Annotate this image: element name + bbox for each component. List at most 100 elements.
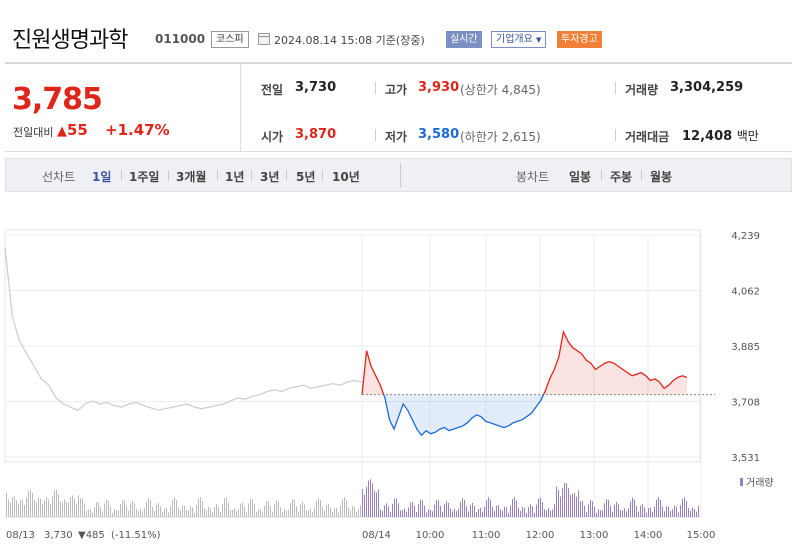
volume-bar — [116, 510, 117, 517]
volume-bar — [438, 500, 439, 517]
x-tick-label: 12:00 — [526, 530, 555, 541]
volume-bar — [418, 503, 419, 517]
down-area — [362, 394, 687, 436]
volume-bar — [582, 500, 583, 517]
volume-bar — [552, 509, 553, 517]
volume-bar — [336, 507, 337, 517]
volume-bar — [496, 505, 497, 517]
change-amount: 55 — [67, 121, 88, 139]
volume-bar — [604, 503, 605, 517]
volume-bar — [668, 506, 669, 517]
change-value: ▲55 — [57, 121, 88, 139]
volume-bar — [70, 497, 71, 517]
up-triangle-icon: ▲ — [57, 124, 67, 139]
tab-1y[interactable]: 1년 — [225, 170, 245, 184]
volume-bar — [430, 509, 431, 517]
volume-bar — [628, 508, 629, 517]
volume-bar — [206, 510, 207, 517]
volume-bar — [508, 512, 509, 517]
volume-bar — [352, 506, 353, 517]
amount-number: 12,408 — [682, 129, 733, 144]
tab-weekly[interactable]: 주봉 — [610, 170, 633, 184]
company-overview-button[interactable]: 기업개요 ▼ — [491, 31, 547, 48]
volume-bar — [680, 505, 681, 517]
volume-bar — [410, 502, 411, 517]
realtime-button[interactable]: 실시간 — [446, 31, 482, 48]
volume-bar — [8, 499, 9, 517]
volume-bar — [526, 512, 527, 517]
volume-bar — [476, 511, 477, 517]
volume-bar — [626, 511, 627, 517]
volume-bar — [252, 499, 253, 517]
tab-monthly[interactable]: 월봉 — [650, 170, 673, 184]
volume-bar — [24, 504, 25, 517]
volume-bar — [454, 508, 455, 517]
volume-bar — [376, 492, 377, 517]
volume-bar — [106, 499, 107, 517]
volume-bar — [502, 510, 503, 517]
tab-10y[interactable]: 10년 — [332, 170, 360, 184]
volume-bar — [362, 489, 363, 517]
volume-bar — [686, 500, 687, 517]
volume-bar — [178, 507, 179, 517]
volume-bar — [128, 511, 129, 517]
stock-name: 진원생명과학 — [12, 28, 128, 53]
tab-daily[interactable]: 일봉 — [569, 170, 592, 184]
volume-label: 거래량 — [625, 83, 659, 97]
volume-bar — [684, 497, 685, 517]
volume-bar — [358, 508, 359, 517]
amount-unit: 백만 — [736, 129, 759, 143]
x-tick-label: 14:00 — [634, 530, 663, 541]
volume-bar — [642, 504, 643, 517]
chart-period-tabs: 선차트 1일 1주일 3개월 1년 3년 5년 10년 봉차트 일봉 주봉 월봉 — [5, 158, 792, 192]
volume-bar — [500, 509, 501, 517]
volume-bar — [412, 501, 413, 517]
volume-bar — [278, 501, 279, 517]
volume-bar — [354, 506, 355, 517]
volume-bar — [548, 508, 549, 517]
open-label: 시가 — [261, 130, 284, 144]
volume-bar — [478, 509, 479, 517]
volume-bar — [556, 486, 557, 517]
candle-chart-label: 봉차트 — [516, 170, 550, 184]
volume-bar — [588, 504, 589, 517]
volume-bar — [370, 479, 371, 517]
volume-bar — [356, 511, 357, 517]
volume-bar — [222, 504, 223, 517]
volume-bar — [324, 511, 325, 517]
tab-1d[interactable]: 1일 — [92, 170, 112, 184]
volume-bar — [112, 512, 113, 517]
dropdown-arrow-icon: ▼ — [536, 36, 542, 44]
investment-warning-badge[interactable]: 투자경고 — [557, 31, 602, 48]
volume-bar — [534, 512, 535, 517]
tab-5y[interactable]: 5년 — [296, 170, 316, 184]
volume-bar — [10, 502, 11, 517]
up-area — [362, 331, 687, 395]
prev-day-close: 3,730 — [44, 530, 73, 541]
volume-bar — [250, 498, 251, 517]
volume-bar — [366, 486, 367, 517]
volume-bar — [446, 500, 447, 517]
volume-bar — [322, 506, 323, 517]
volume-bar — [512, 499, 513, 517]
volume-bar — [630, 501, 631, 517]
line-chart-label: 선차트 — [42, 170, 76, 184]
volume-bar — [272, 511, 273, 517]
price-chart: 4,239 4,062 3,885 3,708 3,531 거래량 08/14 10:00 1… — [0, 192, 797, 557]
volume-bar — [20, 499, 21, 517]
volume-bar — [14, 496, 15, 517]
tab-3y[interactable]: 3년 — [260, 170, 280, 184]
volume-bar — [520, 510, 521, 517]
volume-bar — [228, 502, 229, 517]
volume-bar — [568, 488, 569, 517]
volume-bar — [608, 499, 609, 517]
volume-bar — [172, 499, 173, 517]
volume-bar — [538, 498, 539, 517]
volume-bar — [168, 512, 169, 517]
volume-bar — [214, 506, 215, 517]
volume-bar — [334, 507, 335, 517]
tab-3m[interactable]: 3개월 — [176, 170, 207, 184]
low-value: 3,580 — [418, 127, 460, 142]
tab-1w[interactable]: 1주일 — [129, 170, 160, 184]
volume-bar — [58, 493, 59, 517]
